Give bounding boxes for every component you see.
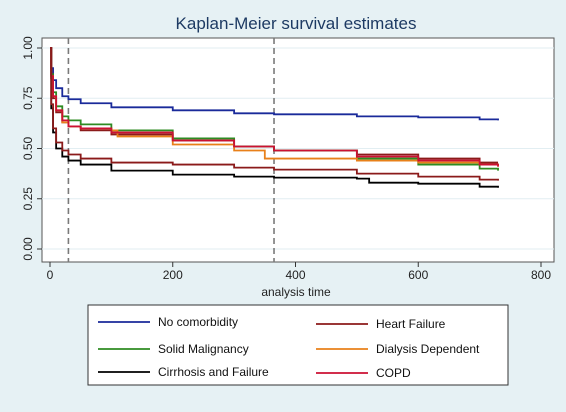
x-tick-label-2: 400 [285,268,305,282]
legend-box [87,304,509,386]
x-tick-label-4: 800 [531,268,551,282]
y-tick-label-3: 0.75 [21,86,35,110]
y-tick-label-0: 0.00 [21,237,35,261]
legend-label-0: No comorbidity [158,315,238,329]
y-tick-label-4: 1.00 [21,36,35,60]
series-line-6 [50,47,499,181]
series-line-0 [50,47,499,121]
x-tick-label-0: 0 [47,268,54,282]
legend-label-1: Heart Failure [376,317,446,331]
x-tick-label-1: 200 [163,268,183,282]
series-line-5 [50,47,499,167]
chart-title: Kaplan-Meier survival estimates [176,14,417,33]
y-tick-label-2: 0.50 [21,136,35,160]
x-axis-title: analysis time [261,285,331,299]
x-axis: 0 200 400 600 800 [47,262,551,282]
legend: No comorbidity Heart Failure Solid Maligna… [98,315,480,380]
y-tick-label-1: 0.25 [21,187,35,211]
grid-lines [42,47,554,250]
x-tick-label-3: 600 [408,268,428,282]
series-layer [50,47,499,188]
legend-label-5: COPD [376,366,411,380]
y-axis: 0.00 0.25 0.50 0.75 1.00 [21,36,42,261]
legend-label-4: Cirrhosis and Failure [158,365,269,379]
legend-label-3: Dialysis Dependent [376,342,480,356]
legend-label-2: Solid Malignancy [158,342,249,356]
